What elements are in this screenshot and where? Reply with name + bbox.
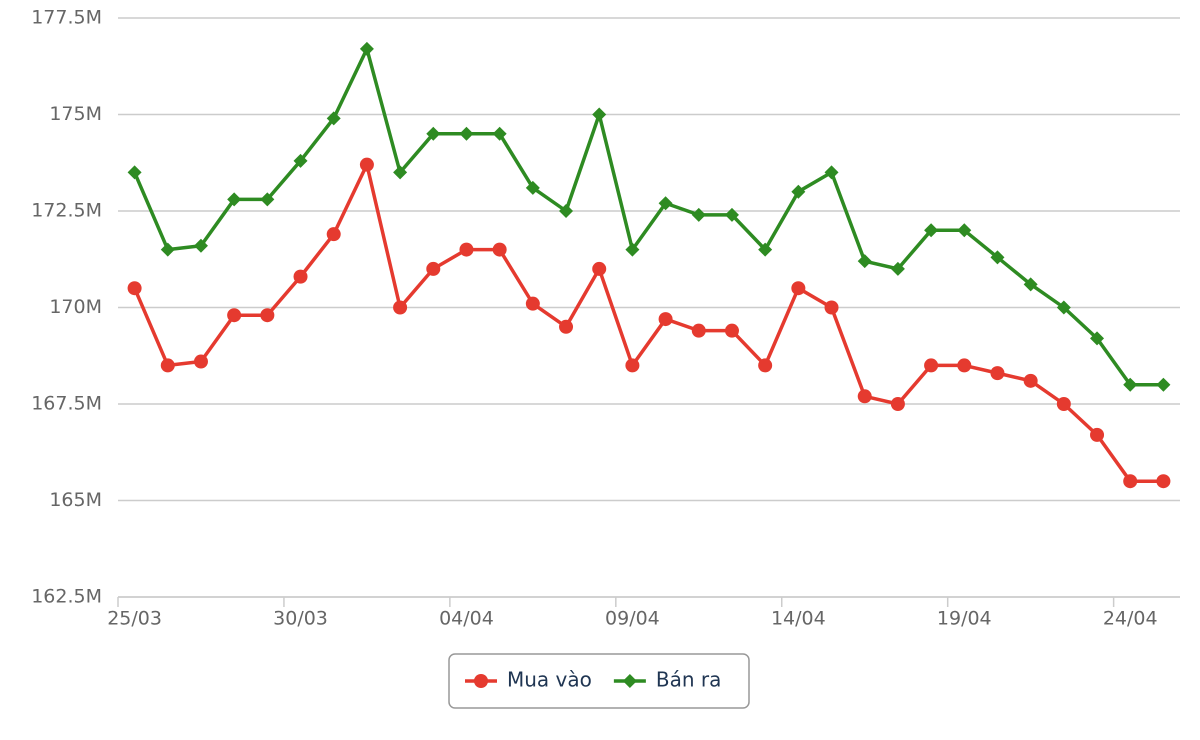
- y-tick-label: 170M: [49, 296, 102, 318]
- data-point: [459, 242, 474, 257]
- data-point: [658, 196, 673, 211]
- data-point: [990, 250, 1005, 265]
- data-point: [691, 323, 706, 338]
- data-point: [359, 41, 374, 56]
- data-point: [1090, 331, 1105, 346]
- data-point: [1056, 397, 1071, 411]
- data-point: [492, 242, 507, 257]
- data-point: [326, 111, 341, 126]
- legend-label: Bán ra: [656, 668, 722, 692]
- data-point: [691, 207, 706, 222]
- data-point: [326, 227, 341, 242]
- data-point: [459, 126, 474, 141]
- data-point: [957, 358, 972, 373]
- data-point: [1123, 474, 1138, 489]
- data-point: [260, 192, 275, 207]
- data-point: [857, 389, 872, 404]
- data-point: [724, 323, 739, 338]
- data-point: [1023, 373, 1038, 388]
- data-point: [525, 296, 540, 311]
- data-point: [592, 107, 607, 122]
- data-point: [160, 358, 175, 373]
- y-tick-label: 162.5M: [31, 586, 102, 608]
- data-point: [492, 126, 507, 141]
- data-point: [924, 358, 939, 373]
- data-point: [127, 281, 142, 296]
- x-tick-label: 25/03: [107, 608, 162, 630]
- data-point: [658, 312, 673, 327]
- data-point: [724, 207, 739, 222]
- x-tick-label: 04/04: [439, 608, 494, 630]
- data-point: [227, 308, 242, 323]
- data-point: [924, 223, 939, 238]
- data-point: [293, 153, 308, 168]
- data-point: [625, 358, 640, 373]
- data-point: [758, 358, 773, 373]
- data-point: [1156, 377, 1171, 392]
- y-tick-label: 175M: [49, 103, 102, 125]
- data-point: [890, 261, 905, 276]
- data-point: [1090, 427, 1105, 442]
- x-tick-label: 30/03: [273, 608, 328, 630]
- data-point: [957, 223, 972, 238]
- data-point: [426, 261, 441, 276]
- legend-marker: [474, 674, 488, 688]
- data-point: [824, 165, 839, 180]
- data-point: [625, 242, 640, 257]
- legend-box: [448, 653, 750, 709]
- data-point: [559, 204, 574, 218]
- data-point: [1156, 474, 1171, 489]
- x-tick-label: 14/04: [771, 608, 826, 630]
- data-point: [193, 354, 208, 369]
- data-point: [127, 165, 142, 180]
- data-point: [758, 242, 773, 257]
- y-tick-label: 177.5M: [31, 7, 102, 29]
- y-tick-label: 172.5M: [31, 200, 102, 222]
- data-point: [592, 261, 607, 276]
- x-tick-label: 09/04: [605, 608, 660, 630]
- data-point: [426, 126, 441, 141]
- series-line: [132, 47, 1164, 387]
- data-point: [193, 238, 208, 253]
- data-point: [293, 269, 308, 284]
- data-point: [393, 165, 408, 180]
- x-tick-label: 19/04: [937, 608, 992, 630]
- data-point: [525, 180, 540, 195]
- data-point: [791, 184, 806, 199]
- data-point: [1056, 300, 1071, 315]
- data-point: [791, 281, 806, 296]
- legend-marker: [622, 674, 637, 688]
- data-point: [857, 254, 872, 269]
- data-point: [824, 300, 839, 315]
- y-tick-label: 165M: [49, 489, 102, 511]
- data-point: [160, 242, 175, 257]
- y-tick-label: 167.5M: [31, 393, 102, 415]
- data-point: [227, 192, 242, 207]
- data-point: [1123, 377, 1138, 392]
- data-point: [260, 308, 275, 323]
- data-point: [559, 319, 574, 334]
- data-point: [890, 397, 905, 411]
- series-line: [132, 162, 1164, 483]
- data-point: [990, 366, 1005, 381]
- data-point: [359, 157, 374, 172]
- x-tick-label: 24/04: [1103, 608, 1158, 630]
- legend-label: Mua vào: [507, 668, 592, 692]
- data-point: [393, 300, 408, 315]
- data-point: [1023, 277, 1038, 292]
